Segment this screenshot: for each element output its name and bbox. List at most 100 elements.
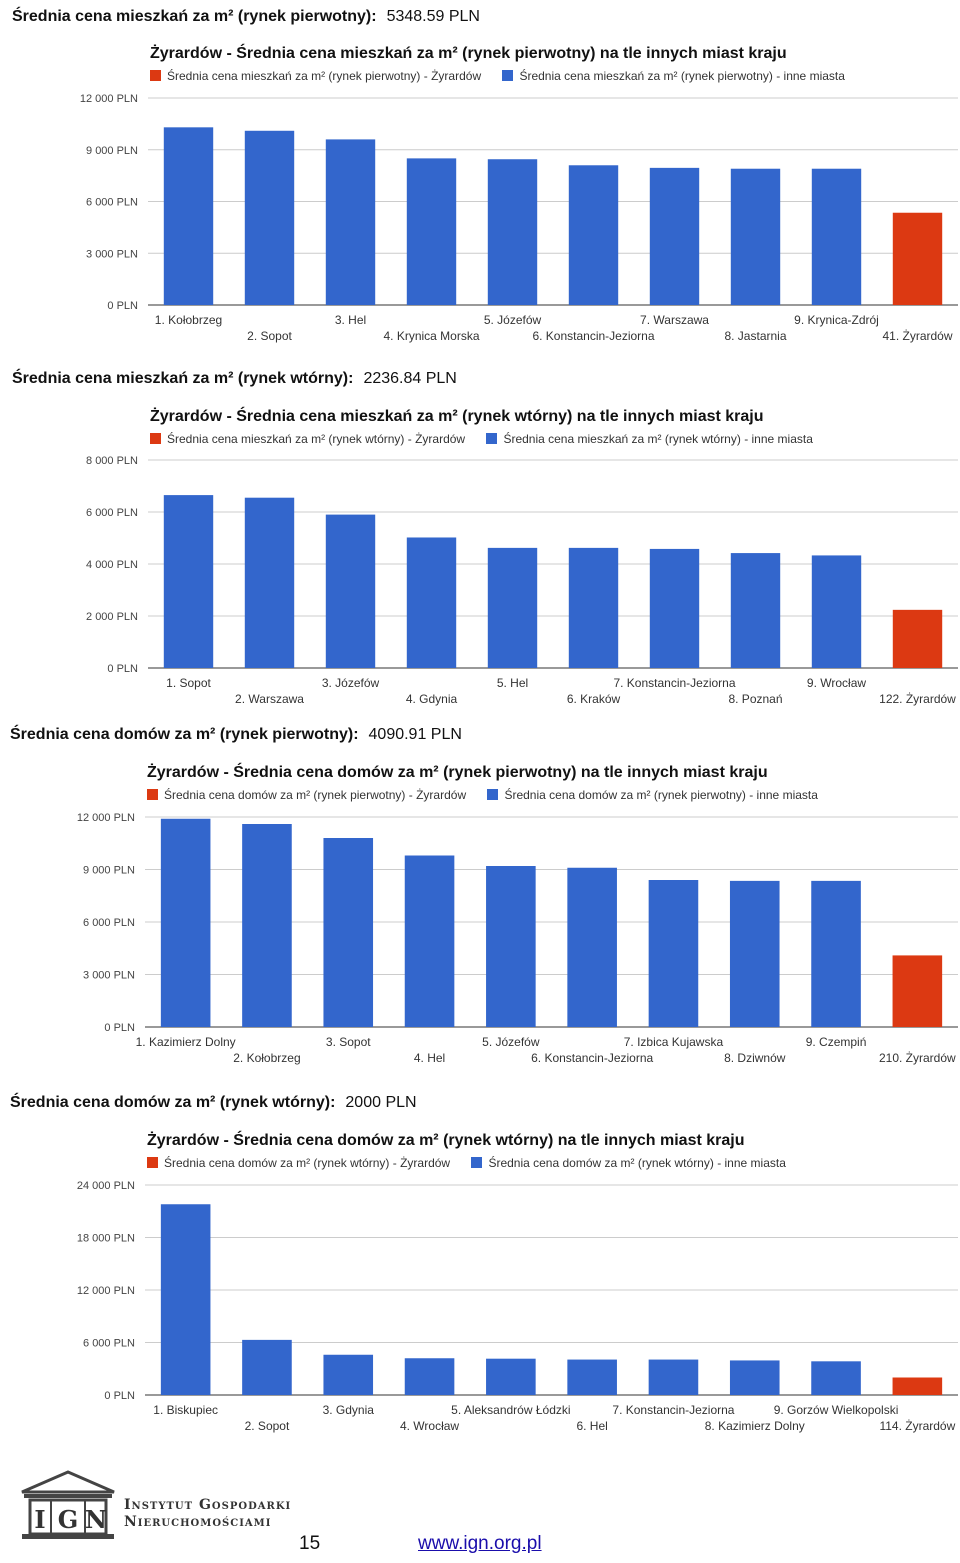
y-tick-label: 12 000 PLN: [77, 812, 135, 824]
section-heading-label: Średnia cena domów za m² (rynek pierwotn…: [10, 726, 359, 743]
chart-title-4: Żyrardów - Średnia cena domów za m² (ryn…: [147, 1132, 745, 1149]
bar-chart-2: 0 PLN 2 000 PLN 4 000 PLN 6 000 PLN 8 000 PL…: [86, 455, 958, 706]
y-tick-label: 9 000 PLN: [86, 145, 138, 157]
bar: [486, 866, 536, 1027]
category-label: 8. Kazimierz Dolny: [705, 1419, 805, 1433]
category-label: 9. Wrocław: [807, 676, 866, 690]
category-label: 4. Gdynia: [406, 692, 458, 706]
legend-item-zyrardow: Średnia cena mieszkań za m² (rynek pierw…: [150, 69, 481, 83]
bar-zyrardow: [892, 1377, 943, 1395]
section-heading-1: Średnia cena mieszkań za m² (rynek pierw…: [12, 8, 480, 26]
bar: [730, 168, 781, 305]
ign-logo-icon: I G N: [21, 1470, 115, 1539]
bar: [160, 818, 211, 1027]
svg-text:N: N: [85, 1505, 107, 1534]
section-heading-label: Średnia cena mieszkań za m² (rynek wtórn…: [12, 370, 354, 387]
institute-name-line2: Nieruchomościami: [124, 1514, 272, 1530]
category-label: 1. Kazimierz Dolny: [136, 1035, 236, 1049]
legend-item-zyrardow: Średnia cena domów za m² (rynek pierwotn…: [147, 788, 466, 802]
section-heading-2: Średnia cena mieszkań za m² (rynek wtórn…: [12, 370, 457, 388]
category-label: 7. Izbica Kujawska: [624, 1035, 724, 1049]
section-heading-label: Średnia cena domów za m² (rynek wtórny):: [10, 1094, 336, 1111]
bar: [487, 159, 538, 305]
y-tick-label: 6 000 PLN: [83, 1338, 135, 1350]
y-tick-label: 12 000 PLN: [80, 93, 138, 105]
category-label: 6. Konstancin-Jeziorna: [532, 329, 654, 343]
category-label: 7. Konstancin-Jeziorna: [612, 1403, 734, 1417]
category-label: 2. Sopot: [245, 1419, 290, 1433]
category-label: 4. Hel: [414, 1051, 445, 1065]
chart-legend-1: Średnia cena mieszkań za m² (rynek pierw…: [150, 69, 863, 83]
category-label: 6. Konstancin-Jeziorna: [531, 1051, 653, 1065]
category-label: 6. Hel: [576, 1419, 607, 1433]
category-label: 8. Jastarnia: [724, 329, 786, 343]
legend-label-zyrardow: Średnia cena domów za m² (rynek pierwotn…: [164, 788, 467, 802]
bar: [406, 158, 457, 305]
legend-label-other-cities: Średnia cena domów za m² (rynek wtórny) …: [488, 1156, 786, 1170]
y-tick-label: 6 000 PLN: [83, 917, 135, 929]
section-heading-value: 2000 PLN: [345, 1094, 417, 1111]
chart-legend-3: Średnia cena domów za m² (rynek pierwotn…: [147, 788, 836, 802]
y-tick-label: 0 PLN: [107, 300, 138, 312]
category-label: 8. Poznań: [728, 692, 782, 706]
category-label: 3. Sopot: [326, 1035, 371, 1049]
bar: [487, 547, 538, 668]
y-tick-label: 12 000 PLN: [77, 1285, 135, 1297]
legend-label-other-cities: Średnia cena mieszkań za m² (rynek wtórn…: [503, 432, 813, 446]
y-tick-label: 3 000 PLN: [86, 248, 138, 260]
legend-label-zyrardow: Średnia cena domów za m² (rynek wtórny) …: [164, 1156, 451, 1170]
bar: [404, 855, 455, 1027]
bar-chart-1: 0 PLN 3 000 PLN 6 000 PLN 9 000 PLN 12 000 P…: [80, 93, 958, 343]
section-heading-value: 4090.91 PLN: [368, 726, 462, 743]
category-label: 7. Konstancin-Jeziorna: [613, 676, 735, 690]
legend-item-other-cities: Średnia cena domów za m² (rynek pierwotn…: [487, 788, 818, 802]
legend-item-other-cities: Średnia cena mieszkań za m² (rynek pierw…: [502, 69, 845, 83]
chart-title-3: Żyrardów - Średnia cena domów za m² (ryn…: [147, 764, 768, 781]
y-tick-label: 0 PLN: [104, 1390, 135, 1402]
y-tick-label: 4 000 PLN: [86, 559, 138, 571]
category-label: 5. Aleksandrów Łódzki: [451, 1403, 570, 1417]
y-tick-label: 24 000 PLN: [77, 1180, 135, 1192]
category-label: 2. Kołobrzeg: [233, 1051, 300, 1065]
bar: [404, 1358, 455, 1395]
category-label: 114. Żyrardów: [879, 1419, 955, 1433]
bar: [242, 824, 292, 1027]
y-tick-label: 0 PLN: [107, 663, 138, 675]
bar: [811, 555, 862, 668]
category-label: 3. Gdynia: [323, 1403, 375, 1417]
bar: [323, 1354, 374, 1395]
section-heading-3: Średnia cena domów za m² (rynek pierwotn…: [10, 726, 462, 744]
legend-item-other-cities: Średnia cena mieszkań za m² (rynek wtórn…: [486, 432, 813, 446]
category-label: 41. Żyrardów: [882, 329, 952, 343]
category-label: 3. Józefów: [322, 676, 380, 690]
chart-legend-4: Średnia cena domów za m² (rynek wtórny) …: [147, 1156, 804, 1170]
bar: [811, 168, 862, 305]
bar: [730, 553, 781, 668]
ign-logo: I G N: [18, 1470, 118, 1547]
bar: [242, 1339, 292, 1395]
bar: [729, 1360, 780, 1395]
section-heading-label: Średnia cena mieszkań za m² (rynek pierw…: [12, 8, 377, 25]
bar: [325, 139, 376, 305]
institute-name-line1: Instytut Gospodarki: [124, 1497, 292, 1513]
bar: [811, 1361, 861, 1395]
legend-swatch-blue: [486, 433, 498, 444]
bar-zyrardow: [892, 609, 943, 668]
bar: [567, 867, 617, 1027]
category-label: 4. Krynica Morska: [383, 329, 479, 343]
website-link[interactable]: www.ign.org.pl: [418, 1533, 542, 1554]
bar: [811, 880, 861, 1027]
svg-text:G: G: [58, 1505, 79, 1534]
legend-swatch-red: [150, 433, 161, 444]
bar: [568, 165, 619, 305]
section-heading-value: 2236.84 PLN: [363, 370, 457, 387]
page-number: 15: [299, 1533, 321, 1554]
section-heading-4: Średnia cena domów za m² (rynek wtórny):…: [10, 1094, 417, 1112]
bar: [649, 548, 700, 668]
institute-name: Instytut Gospodarki Nieruchomościami: [124, 1497, 291, 1531]
svg-text:I: I: [34, 1505, 45, 1534]
category-label: 122. Żyrardów: [879, 692, 956, 706]
y-tick-label: 9 000 PLN: [83, 865, 135, 877]
category-label: 6. Kraków: [567, 692, 621, 706]
category-label: 8. Dziwnów: [724, 1051, 786, 1065]
